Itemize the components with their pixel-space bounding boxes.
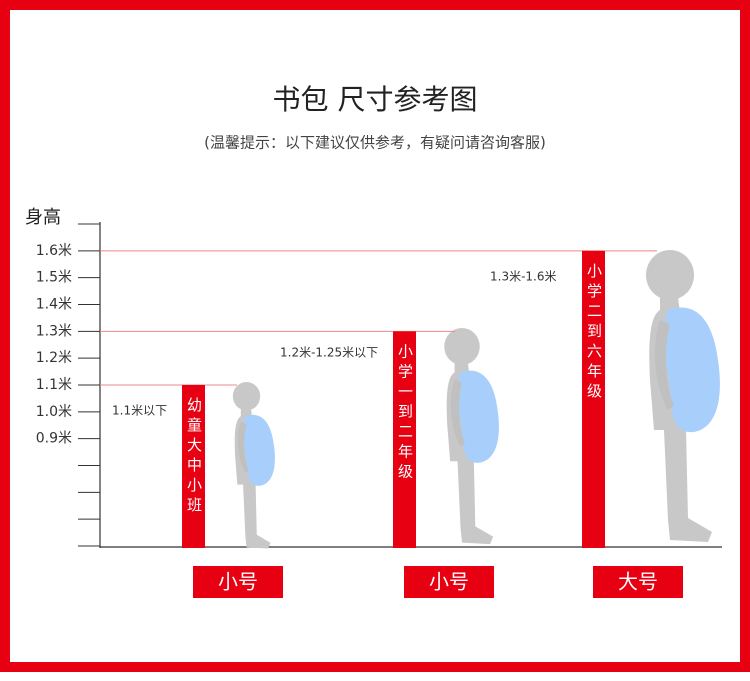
bar-text: 幼童大中小班 (185, 397, 203, 517)
subtitle: (温馨提示：以下建议仅供参考，有疑问请咨询客服) (204, 134, 546, 152)
size-label: 小号 (429, 570, 469, 594)
axis-label: 身高 (25, 207, 61, 228)
height-label: 1.2米-1.25米以下 (280, 346, 378, 360)
height-label: 1.3米-1.6米 (490, 270, 557, 284)
height-label: 1.1米以下 (112, 404, 167, 418)
bar (582, 250, 605, 549)
size-label: 大号 (618, 570, 658, 594)
bar-text: 小学二到六年级 (585, 263, 603, 403)
title: 书包 尺寸参考图 (273, 83, 478, 116)
y-tick-label: 1.3米 (36, 323, 72, 339)
size-button (593, 566, 683, 598)
size-button (404, 566, 494, 598)
y-tick-label: 1.1米 (36, 377, 72, 393)
y-tick-label: 1.4米 (36, 297, 72, 313)
y-tick-label: 0.9米 (36, 431, 72, 447)
bar (182, 385, 205, 548)
y-tick-label: 1.5米 (36, 270, 72, 286)
y-tick-label: 1.6米 (36, 243, 72, 259)
bar-text: 小学一到二年级 (396, 343, 414, 483)
size-label: 小号 (218, 570, 258, 594)
bar (393, 331, 416, 548)
y-tick-label: 1.2米 (36, 350, 72, 366)
y-tick-label: 1.0米 (36, 404, 72, 420)
size-button (193, 566, 283, 598)
